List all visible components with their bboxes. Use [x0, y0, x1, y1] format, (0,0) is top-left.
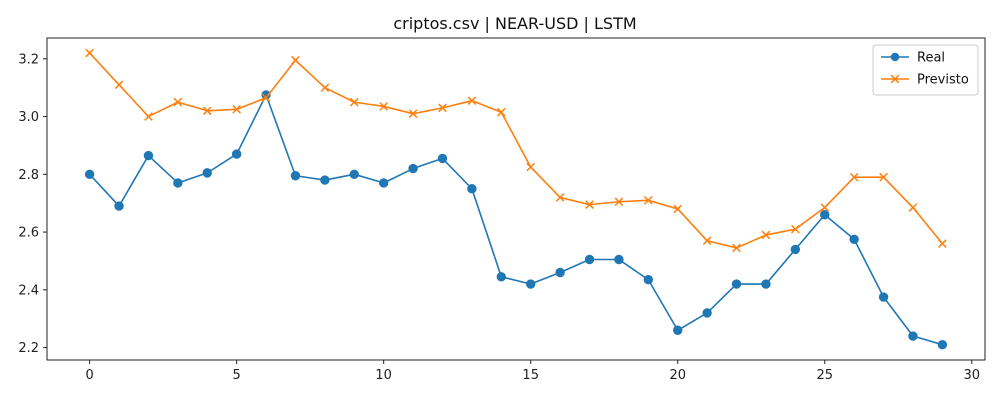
data-point [114, 201, 124, 211]
x-tick-label: 20 [669, 368, 686, 383]
series-line [89, 52, 943, 249]
data-point [467, 96, 477, 105]
y-axis: 2.2 2.4 2.6 2.8 3.0 3.2 [18, 52, 47, 356]
y-tick-label: 2.6 [18, 226, 39, 241]
data-point [379, 102, 389, 111]
data-point [584, 254, 595, 265]
data-point [555, 267, 565, 278]
data-point [555, 193, 565, 202]
data-point [290, 171, 301, 181]
data-point [643, 275, 654, 285]
series-real [84, 90, 948, 350]
data-point [937, 339, 948, 350]
data-point [85, 48, 94, 58]
data-point [349, 169, 359, 180]
data-point [908, 203, 918, 212]
data-point [673, 325, 683, 335]
legend-entry-previsto: Previsto [881, 73, 969, 88]
data-point [408, 163, 418, 174]
data-point [761, 230, 771, 240]
data-point [378, 178, 389, 188]
legend-label: Previsto [917, 73, 969, 88]
data-point [408, 109, 418, 118]
legend-marker [890, 52, 900, 62]
chart-title: criptos.csv | NEAR-USD | LSTM [393, 14, 636, 33]
x-tick-label: 5 [233, 368, 241, 383]
data-point [526, 162, 536, 172]
data-point [261, 93, 271, 103]
data-point [702, 308, 712, 318]
series-previsto [85, 48, 947, 253]
data-point [467, 184, 477, 194]
data-point [202, 106, 212, 116]
data-point [173, 178, 183, 188]
data-point [84, 169, 95, 180]
data-point [791, 224, 800, 234]
data-point [438, 103, 447, 113]
data-point [849, 234, 859, 244]
data-point [820, 210, 830, 220]
data-point [643, 195, 653, 205]
legend-label: Real [917, 51, 945, 66]
data-point [673, 204, 683, 214]
data-point [231, 149, 242, 159]
data-point [232, 105, 241, 114]
data-point [938, 239, 947, 248]
data-point [114, 80, 124, 90]
y-tick-label: 2.8 [18, 168, 39, 183]
data-point [878, 292, 889, 302]
data-point [879, 172, 888, 182]
y-tick-label: 3.2 [18, 52, 39, 67]
legend-marker [890, 74, 900, 84]
data-point [261, 90, 271, 100]
x-tick-label: 25 [816, 368, 833, 383]
x-tick-label: 30 [963, 368, 980, 383]
data-point [291, 55, 300, 65]
data-point [614, 254, 624, 265]
data-point [320, 83, 330, 93]
x-tick-label: 15 [522, 368, 539, 383]
data-point [144, 112, 153, 121]
data-point [761, 279, 771, 289]
y-tick-label: 2.2 [18, 341, 39, 356]
data-point [349, 97, 359, 107]
data-point [585, 200, 594, 209]
data-point [173, 97, 183, 107]
legend-entry-real: Real [881, 51, 945, 66]
x-tick-label: 0 [85, 368, 93, 383]
data-point [202, 168, 212, 178]
plot-area [46, 37, 986, 361]
data-point [614, 197, 624, 207]
data-point [143, 150, 154, 161]
legend: Real Previsto [872, 44, 979, 96]
data-point [820, 203, 830, 212]
data-point [790, 244, 801, 255]
y-tick-label: 3.0 [18, 110, 39, 125]
x-axis: 0 5 10 15 20 25 30 [85, 360, 980, 383]
y-tick-label: 2.4 [18, 283, 39, 298]
data-point [732, 243, 741, 253]
data-point [908, 331, 918, 341]
data-point [496, 107, 506, 117]
data-point [437, 153, 448, 164]
data-point [496, 272, 506, 282]
plot-frame [46, 37, 986, 361]
data-point [320, 175, 330, 185]
x-tick-label: 10 [375, 368, 392, 383]
series-layer [84, 48, 948, 350]
data-point [849, 172, 859, 182]
data-point [702, 236, 712, 246]
data-point [731, 279, 742, 289]
data-point [526, 279, 536, 289]
series-line [89, 94, 943, 346]
